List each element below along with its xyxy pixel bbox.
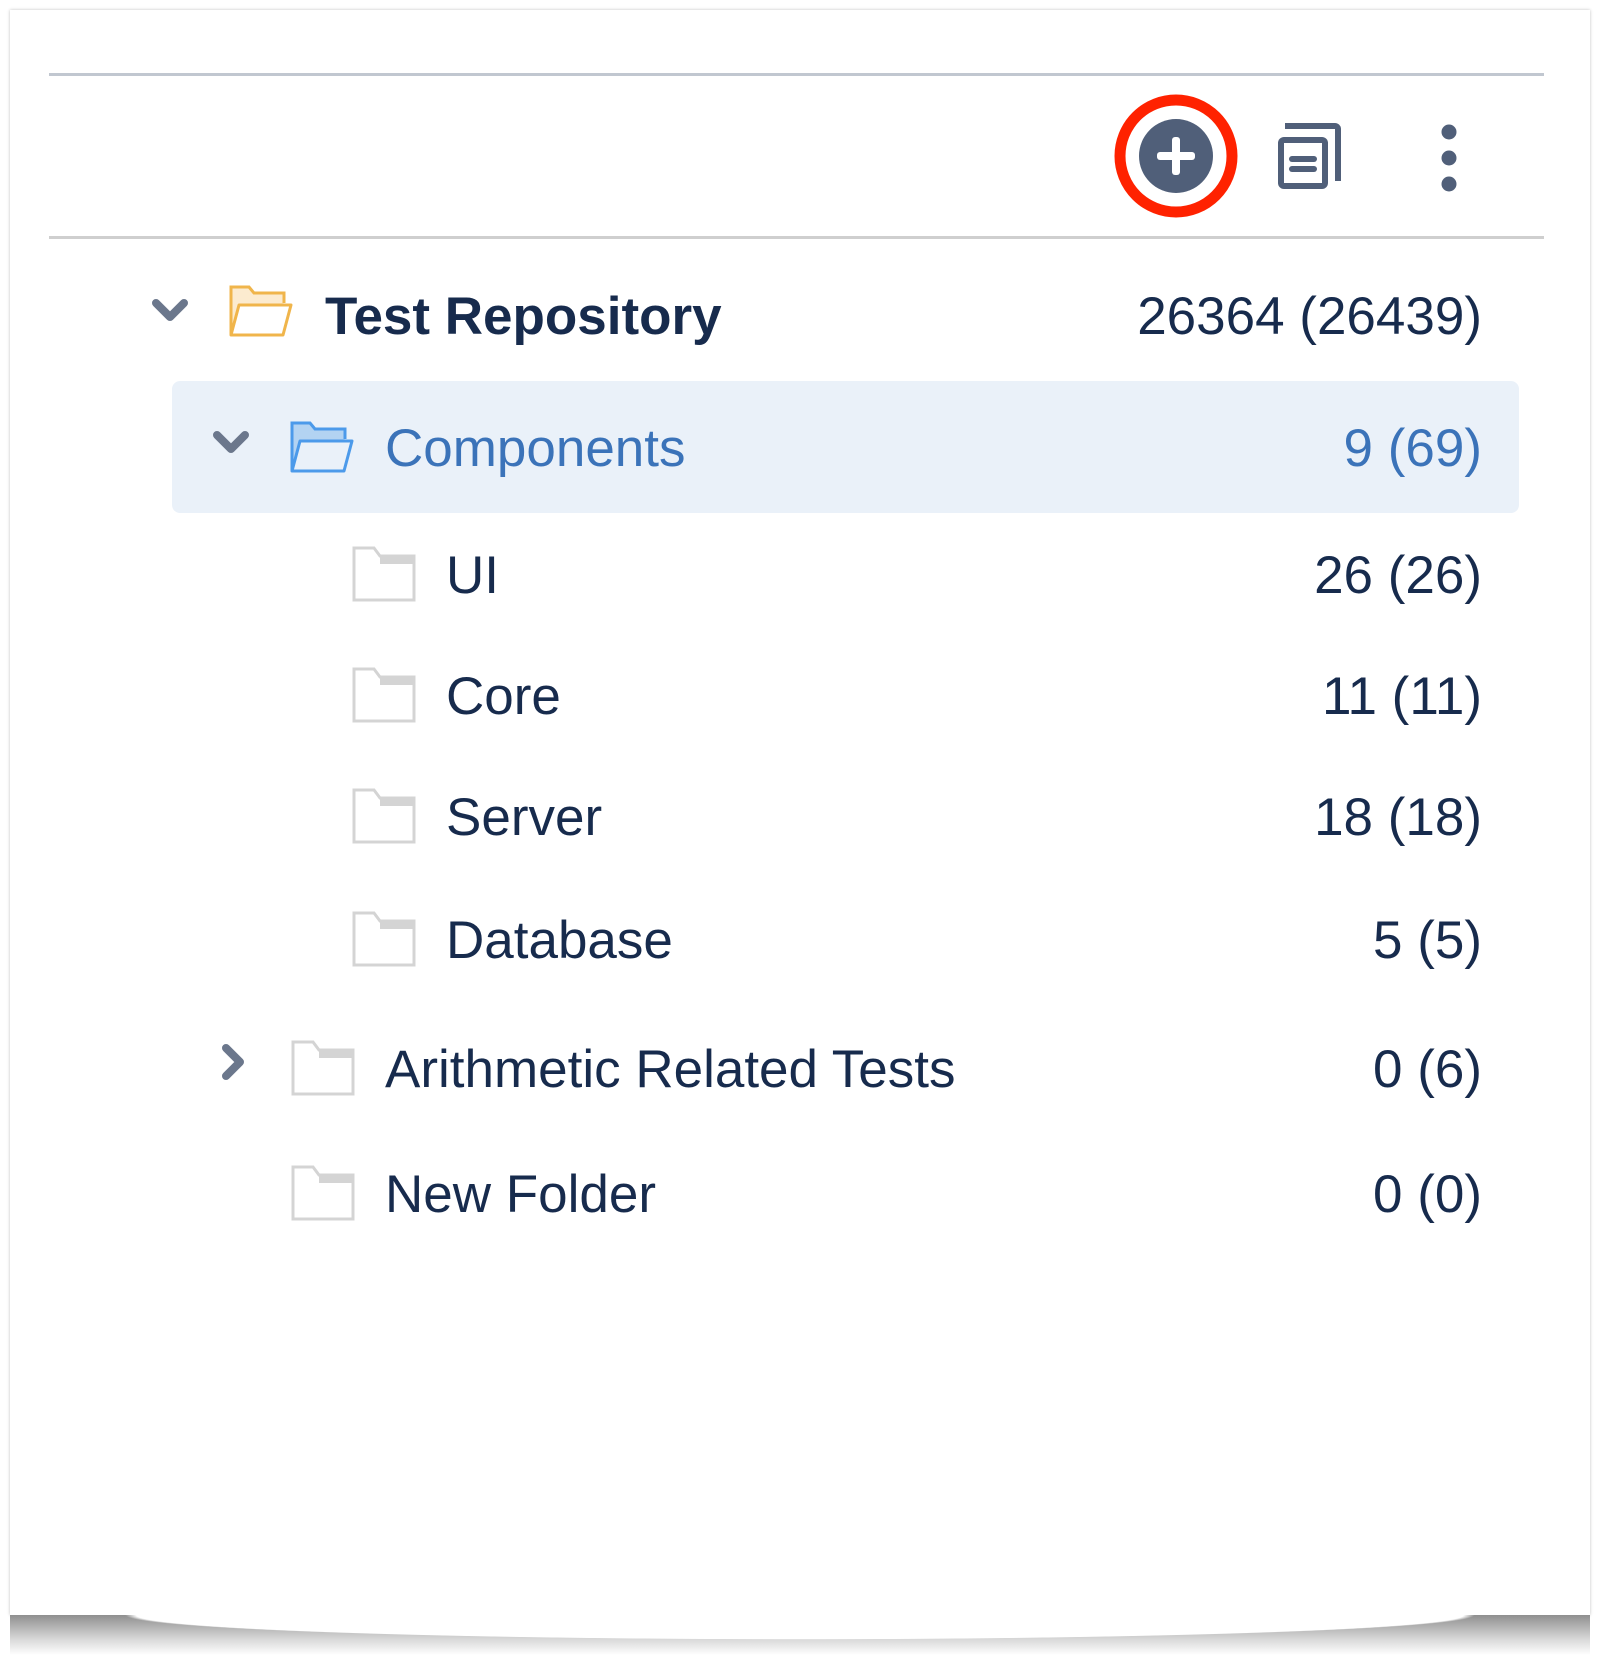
tree-node-count: 11 (11) [1321,667,1482,726]
chevron-down-icon[interactable] [150,291,190,331]
folder-open-icon [290,421,354,473]
tree-node-count: 0 (0) [1373,1165,1482,1224]
tree-node-count: 0 (6) [1373,1040,1482,1099]
more-vertical-icon [1441,124,1457,192]
tree-node-count: 18 (18) [1314,788,1482,847]
chevron-down-icon[interactable] [211,423,251,463]
tree-node-components[interactable]: Components 9 (69) [0,409,1600,489]
tree-node-label: Database [446,911,673,970]
tree-node-count: 26364 (26439) [1137,287,1482,346]
folder-icon [291,1040,355,1096]
tree-node-label: Server [446,788,603,847]
tree-node-arithmetic-related-tests[interactable]: Arithmetic Related Tests 0 (6) [0,1030,1600,1110]
folder-open-icon [229,285,293,337]
copy-button[interactable] [1275,120,1345,192]
copy-document-icon [1278,123,1341,189]
folder-icon [352,911,416,967]
add-folder-button[interactable] [1114,94,1238,218]
tree-node-label: New Folder [385,1165,656,1224]
tree-node-label: Arithmetic Related Tests [385,1040,956,1099]
tree-node-count: 9 (69) [1343,419,1482,478]
folder-icon [291,1165,355,1221]
panel-frame [10,10,1590,1615]
tree-node-count: 26 (26) [1314,546,1482,605]
tree-node-root[interactable]: Test Repository 26364 (26439) [0,277,1600,357]
panel-shadow [10,1615,1590,1655]
tree-node-label: UI [446,546,499,605]
tree-node-core[interactable]: Core 11 (11) [0,657,1600,737]
folder-icon [352,546,416,602]
plus-circle-icon [1114,94,1238,218]
toolbar-divider [49,236,1544,239]
tree-node-server[interactable]: Server 18 (18) [0,778,1600,858]
tree-node-database[interactable]: Database 5 (5) [0,901,1600,981]
tree-node-new-folder[interactable]: New Folder 0 (0) [0,1155,1600,1235]
chevron-right-icon[interactable] [214,1042,254,1082]
tree-node-count: 5 (5) [1373,911,1482,970]
tree-node-ui[interactable]: UI 26 (26) [0,536,1600,616]
folder-icon [352,788,416,844]
tree-node-label: Test Repository [325,287,722,346]
more-options-button[interactable] [1434,118,1464,198]
top-divider [49,73,1544,76]
folder-icon [352,667,416,723]
selected-row-highlight [172,381,1519,513]
tree-node-label: Components [385,419,686,478]
tree-node-label: Core [446,667,561,726]
